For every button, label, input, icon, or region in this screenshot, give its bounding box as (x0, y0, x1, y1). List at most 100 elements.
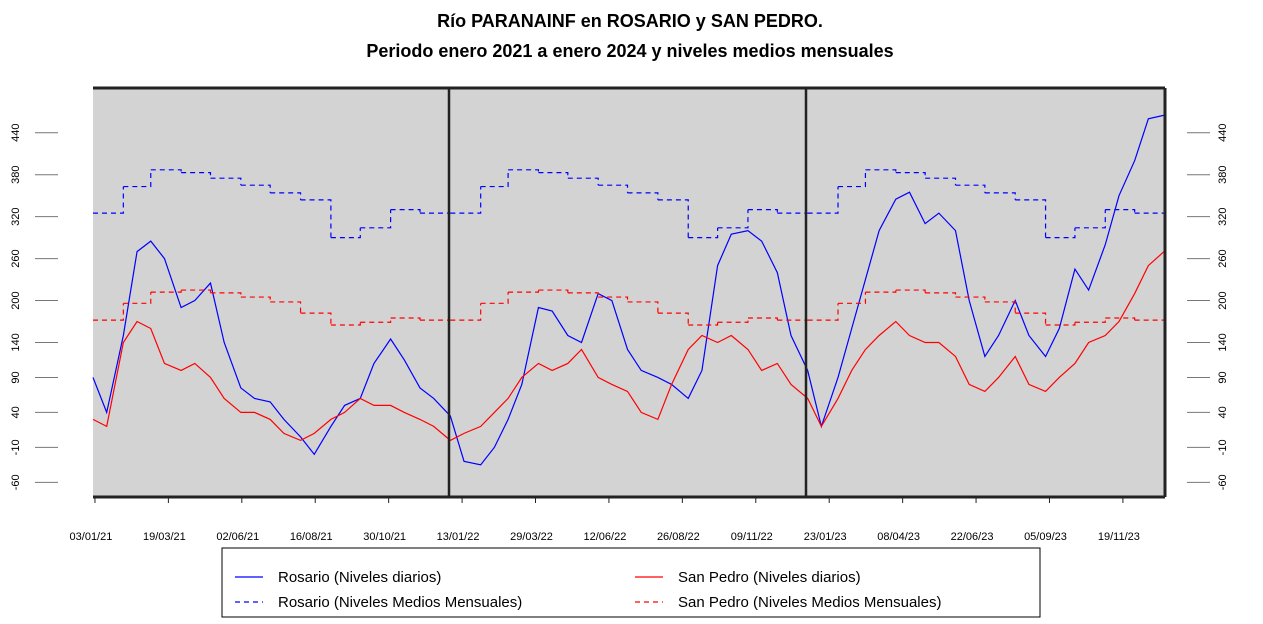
x-tick-label: 09/11/22 (731, 531, 773, 543)
monthly-step (480, 169, 509, 188)
monthly-step (1015, 312, 1047, 326)
legend-label: San Pedro (Niveles Medios Mensuales) (678, 594, 941, 611)
y-tick-label: -60 (1217, 474, 1229, 490)
monthly-step (1105, 209, 1136, 214)
monthly-step (717, 209, 749, 229)
monthly-step (688, 227, 719, 239)
y-tick-label: -60 (10, 474, 22, 490)
y-tick-label: 320 (1217, 207, 1229, 225)
monthly-step (627, 192, 659, 200)
x-tick-label: 29/03/22 (510, 531, 553, 543)
monthly-step (865, 169, 897, 173)
y-tick-label: -10 (1217, 439, 1229, 455)
monthly-step (838, 292, 867, 304)
y-tick-label: 260 (1217, 249, 1229, 267)
monthly-step (240, 296, 271, 302)
legend-label: San Pedro (Niveles diarios) (678, 569, 861, 586)
daily-line (92, 114, 1165, 466)
monthly-step (955, 184, 986, 193)
monthly-step (567, 292, 599, 298)
monthly-step (538, 289, 569, 293)
monthly-step (688, 322, 719, 326)
monthly-step (300, 312, 332, 326)
monthly-step (270, 301, 302, 314)
monthly-step (480, 292, 509, 304)
x-tick-label: 08/04/23 (877, 531, 920, 543)
monthly-step (181, 289, 212, 293)
monthly-step (150, 169, 182, 173)
y-tick-label: 440 (1217, 124, 1229, 142)
x-tick-label: 26/08/22 (657, 531, 700, 543)
x-tick-label: 22/06/23 (951, 531, 994, 543)
monthly-step (717, 318, 749, 323)
monthly-step (1105, 317, 1136, 321)
legend-label: Rosario (Niveles diarios) (278, 569, 441, 586)
monthly-step (123, 169, 152, 188)
monthly-step (360, 318, 392, 323)
legend (221, 547, 1041, 618)
x-tick-label: 02/06/21 (216, 531, 259, 543)
monthly-step (508, 290, 540, 293)
x-tick-label: 12/06/22 (584, 531, 627, 543)
monthly-step (807, 186, 839, 214)
monthly-step (330, 322, 361, 326)
x-tick-label: 03/01/21 (70, 531, 113, 543)
daily-line (92, 251, 1165, 442)
monthly-step (657, 199, 689, 238)
x-tick-label: 05/09/23 (1024, 531, 1067, 543)
monthly-step (598, 296, 629, 302)
y-tick-label: 40 (10, 406, 22, 418)
monthly-step (807, 303, 839, 321)
x-tick-label: 16/08/21 (290, 531, 333, 543)
x-tick-label: 13/01/22 (437, 531, 480, 543)
y-tick-label: 40 (1217, 406, 1229, 418)
monthly-step (450, 186, 482, 214)
monthly-step (330, 227, 361, 239)
y-tick-label: 260 (10, 249, 22, 267)
monthly-step (895, 289, 926, 293)
monthly-step (925, 177, 957, 186)
monthly-step (181, 171, 212, 179)
y-tick-label: 90 (10, 371, 22, 383)
chart-subtitle: Periodo enero 2021 a enero 2024 y nivele… (366, 41, 893, 61)
legend-label: Rosario (Niveles Medios Mensuales) (278, 594, 522, 611)
chart-title: Río PARANAINF en ROSARIO y SAN PEDRO. (437, 11, 823, 31)
monthly-step (210, 292, 242, 298)
y-tick-label: 140 (1217, 333, 1229, 351)
plot-area (93, 88, 1165, 497)
monthly-step (390, 317, 421, 321)
y-tick-label: 200 (10, 291, 22, 309)
y-tick-label: 320 (10, 207, 22, 225)
y-tick-label: 440 (10, 124, 22, 142)
x-tick-label: 30/10/21 (363, 531, 406, 543)
y-tick-label: -10 (10, 439, 22, 455)
monthly-step (865, 290, 897, 293)
monthly-step (627, 301, 659, 314)
monthly-step (538, 171, 569, 179)
monthly-step (123, 292, 152, 304)
monthly-step (1045, 322, 1076, 326)
monthly-step (955, 296, 986, 302)
y-tick-label: 380 (10, 166, 22, 184)
monthly-step (270, 192, 302, 200)
x-tick-label: 19/03/21 (143, 531, 186, 543)
y-tick-label: 200 (1217, 291, 1229, 309)
monthly-step (567, 177, 599, 186)
monthly-step (508, 169, 540, 173)
y-tick-label: 90 (1217, 371, 1229, 383)
monthly-step (1074, 318, 1106, 323)
x-tick-label: 19/11/23 (1098, 531, 1140, 543)
monthly-step (925, 292, 957, 298)
monthly-step (360, 209, 392, 229)
y-tick-label: 140 (10, 333, 22, 351)
monthly-step (93, 186, 124, 214)
monthly-step (450, 303, 482, 321)
x-tick-label: 23/01/23 (804, 531, 847, 543)
monthly-step (984, 301, 1016, 314)
monthly-step (747, 209, 778, 214)
monthly-step (657, 312, 689, 326)
monthly-step (1015, 199, 1047, 238)
monthly-step (240, 184, 271, 193)
monthly-step (390, 209, 421, 214)
